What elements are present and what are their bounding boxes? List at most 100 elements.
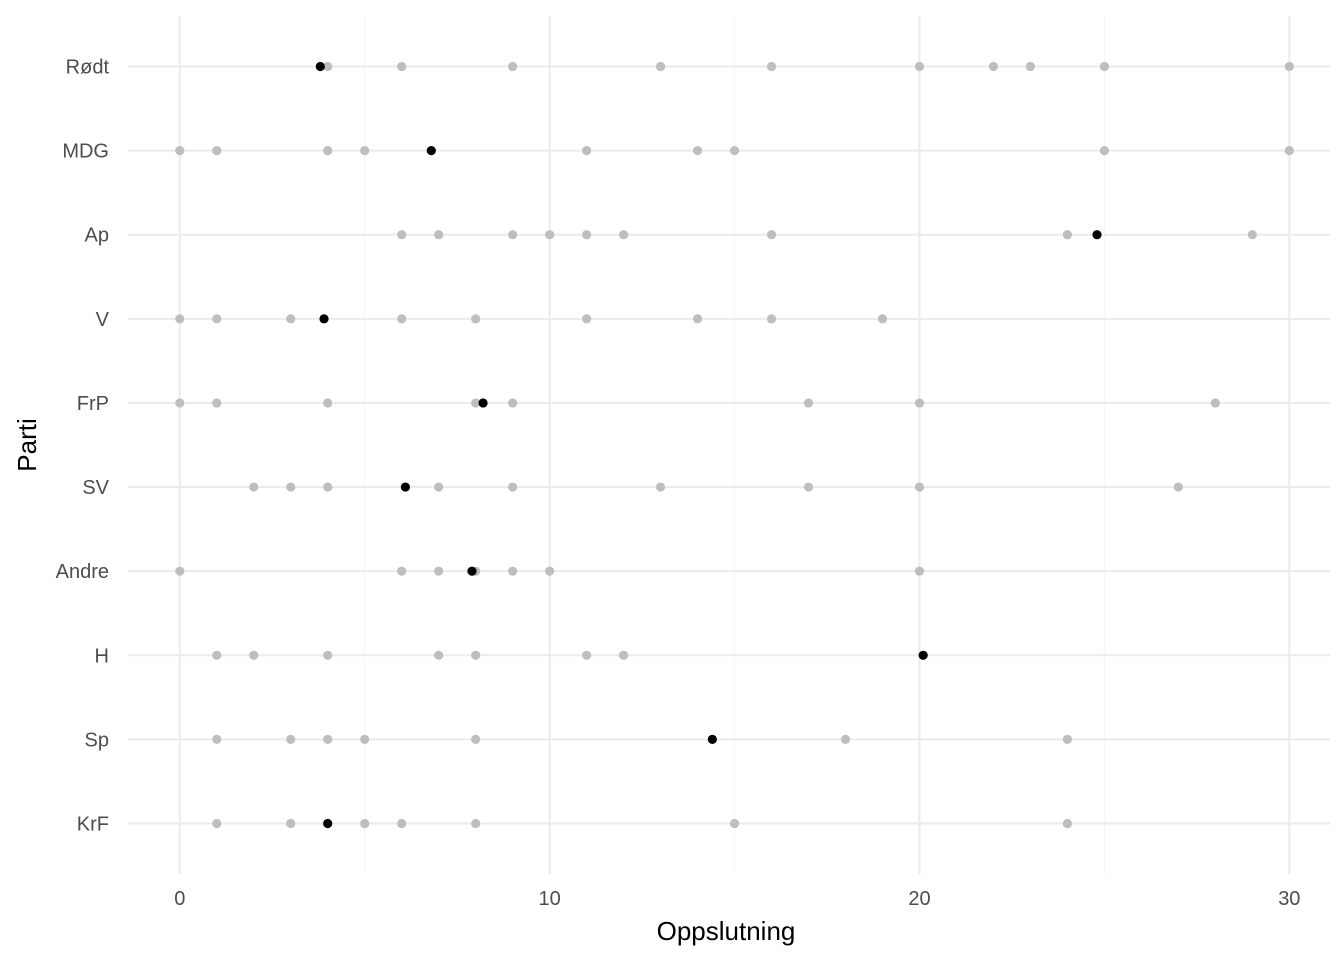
x-tick-label: 0 [174, 888, 185, 910]
individual-point [1284, 61, 1294, 72]
individual-point [360, 734, 370, 745]
individual-point [471, 398, 481, 408]
individual-point [212, 650, 222, 660]
x-tick-label: 20 [908, 888, 930, 910]
y-tick-label: Rødt [66, 56, 110, 78]
individual-point [1284, 145, 1294, 156]
individual-point [766, 314, 777, 324]
individual-point [1025, 61, 1036, 72]
individual-point [471, 818, 481, 829]
x-tick-label: 10 [538, 888, 560, 910]
individual-point [1062, 734, 1073, 745]
individual-point [618, 230, 629, 240]
individual-point [582, 230, 592, 240]
individual-point [434, 230, 444, 240]
y-tick-label: Sp [85, 729, 109, 751]
individual-point [545, 566, 555, 576]
individual-point [323, 398, 333, 408]
individual-point [655, 482, 666, 492]
individual-point [471, 650, 481, 660]
individual-point [508, 482, 518, 492]
individual-point [286, 482, 296, 492]
individual-point [212, 734, 222, 745]
individual-point [766, 61, 777, 72]
individual-point [914, 566, 925, 576]
individual-point [212, 818, 222, 829]
individual-point [175, 566, 185, 576]
individual-point [249, 482, 259, 492]
individual-point [803, 398, 814, 408]
average-point [478, 398, 488, 408]
individual-point [508, 566, 518, 576]
individual-point [323, 61, 333, 72]
individual-point [323, 482, 333, 492]
individual-point [175, 145, 185, 156]
individual-point [212, 145, 222, 156]
individual-point [1099, 61, 1109, 72]
individual-point [618, 650, 629, 660]
individual-point [508, 398, 518, 408]
individual-points [175, 61, 1294, 829]
average-point [319, 314, 329, 324]
y-tick-label: Andre [56, 561, 109, 583]
individual-point [582, 650, 592, 660]
individual-point [729, 145, 740, 156]
average-point [323, 818, 333, 829]
individual-point [1062, 230, 1073, 240]
average-point [400, 482, 410, 492]
average-point [315, 61, 325, 72]
individual-point [1173, 482, 1183, 492]
individual-point [1210, 398, 1220, 408]
individual-point [803, 482, 814, 492]
individual-point [692, 314, 703, 324]
y-tick-label: V [96, 309, 110, 331]
individual-point [545, 230, 555, 240]
individual-point [360, 818, 370, 829]
y-tick-label: KrF [77, 814, 109, 836]
individual-point [397, 314, 407, 324]
individual-point [286, 734, 296, 745]
individual-point [1099, 145, 1109, 156]
y-tick-label: Ap [85, 225, 109, 247]
x-tick-label: 30 [1278, 888, 1300, 910]
individual-point [249, 650, 259, 660]
minor-gridlines [364, 16, 1105, 874]
individual-point [397, 818, 407, 829]
y-tick-label: FrP [77, 393, 109, 415]
average-point [467, 566, 477, 576]
individual-point [360, 145, 370, 156]
individual-point [1062, 818, 1073, 829]
y-axis-tick-labels: Rødt MDG Ap V FrP SV Andre H Sp KrF [56, 56, 110, 835]
individual-point [471, 314, 481, 324]
individual-point [286, 818, 296, 829]
individual-point [914, 482, 925, 492]
x-axis-title: Oppslutning [657, 916, 796, 946]
individual-point [508, 230, 518, 240]
individual-point [582, 314, 592, 324]
individual-point [286, 314, 296, 324]
individual-point [397, 61, 407, 72]
individual-point [434, 566, 444, 576]
y-tick-label: MDG [62, 141, 109, 163]
individual-point [323, 650, 333, 660]
individual-point [471, 734, 481, 745]
individual-point [175, 398, 185, 408]
individual-point [877, 314, 888, 324]
individual-point [323, 145, 333, 156]
average-points [315, 61, 1102, 829]
individual-point [582, 145, 592, 156]
individual-point [692, 145, 703, 156]
individual-point [175, 314, 185, 324]
individual-point [914, 398, 925, 408]
average-point [707, 734, 717, 745]
individual-point [212, 314, 222, 324]
individual-point [766, 230, 777, 240]
individual-point [729, 818, 740, 829]
individual-point [323, 734, 333, 745]
individual-point [988, 61, 999, 72]
x-axis-tick-labels: 0 10 20 30 [174, 888, 1300, 910]
average-point [426, 145, 436, 156]
individual-point [1247, 230, 1257, 240]
